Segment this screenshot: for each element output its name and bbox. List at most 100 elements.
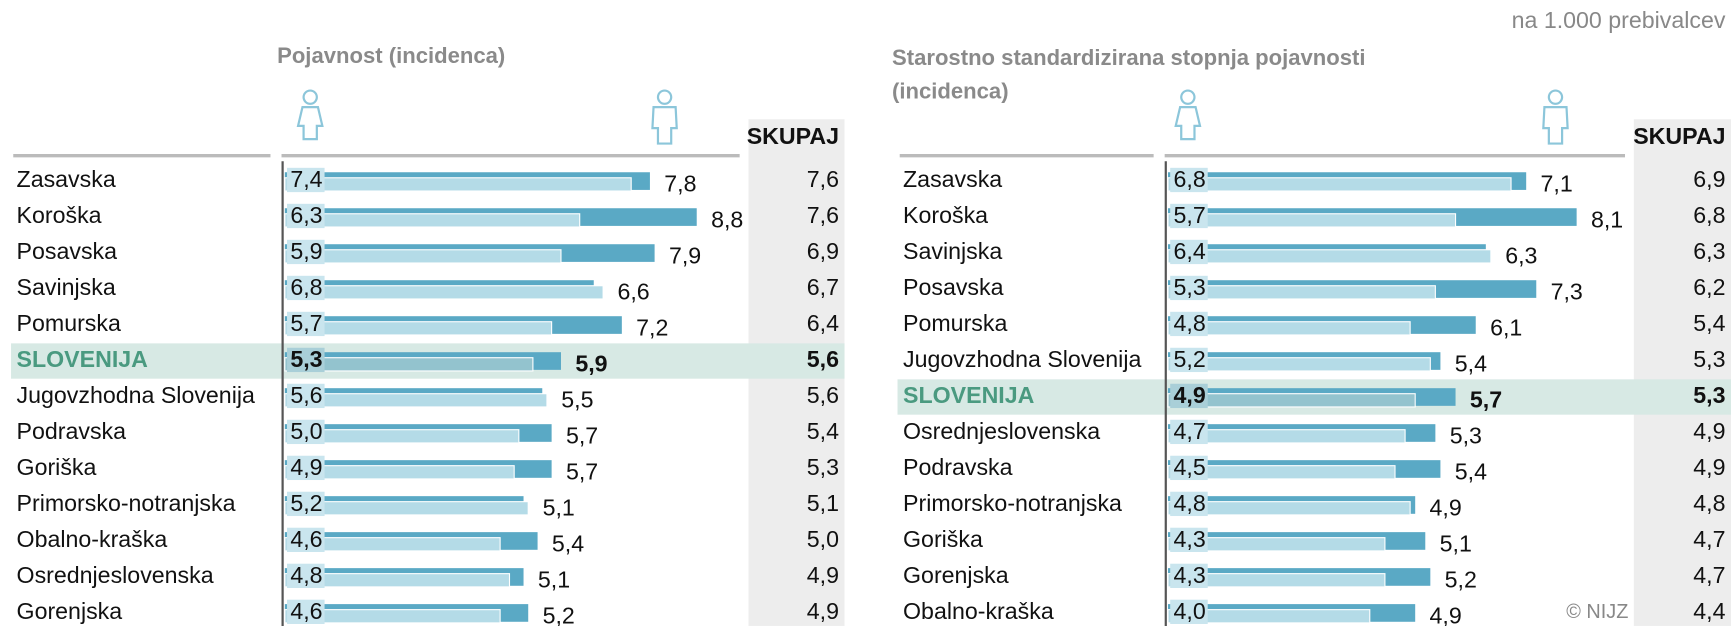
male-value-label: 8,8	[711, 207, 743, 233]
unit-note: na 1.000 prebivalcev	[1512, 7, 1726, 33]
total-value: 4,7	[1693, 562, 1725, 588]
total-value: 5,4	[807, 418, 839, 444]
total-value: 4,9	[1693, 418, 1725, 444]
female-value-label: 4,9	[290, 454, 322, 480]
male-value-label: 5,3	[1450, 423, 1482, 449]
icon-body	[296, 106, 324, 141]
female-value-label: 4,7	[1174, 418, 1206, 444]
total-value: 4,8	[1693, 490, 1725, 516]
female-value-label: 5,3	[290, 346, 322, 372]
male-value-label: 6,6	[617, 279, 649, 305]
total-value: 7,6	[807, 202, 839, 228]
female-bar	[1167, 465, 1396, 480]
female-bar	[1167, 393, 1416, 408]
female-value-label: 5,7	[1174, 202, 1206, 228]
female-label-bg	[1170, 527, 1208, 553]
female-bar	[284, 573, 511, 588]
category-label: Koroška	[17, 202, 102, 228]
total-value: 6,9	[807, 238, 839, 264]
female-value-label: 5,9	[290, 238, 322, 264]
category-label: SLOVENIJA	[903, 382, 1035, 408]
female-value-label: 7,4	[290, 166, 322, 192]
title-box: Starostno standardizirana stopnja pojavn…	[891, 46, 1366, 104]
female-bar	[284, 393, 548, 408]
category-label: Podravska	[17, 418, 127, 444]
icon-body	[1542, 106, 1569, 145]
female-value-label: 4,8	[290, 562, 322, 588]
female-label-bg	[1170, 275, 1208, 301]
female-label-bg	[287, 599, 325, 624]
female-label-bg	[1170, 203, 1208, 229]
female-bar	[284, 285, 604, 300]
total-value: 6,9	[1693, 166, 1725, 192]
total-value: 5,0	[807, 526, 839, 552]
total-value: 4,4	[1693, 598, 1725, 624]
male-icon	[651, 89, 678, 145]
female-value-label: 4,9	[1174, 382, 1206, 408]
total-value: 6,3	[1693, 238, 1725, 264]
icon-head	[656, 89, 673, 105]
female-bar	[1167, 609, 1371, 624]
total-value: 5,6	[807, 346, 839, 372]
category-label: Obalno-kraška	[17, 526, 168, 552]
female-value-label: 5,3	[1174, 274, 1206, 300]
male-value-label: 5,4	[1455, 459, 1487, 485]
total-column-bg	[1633, 119, 1731, 626]
total-value: 4,9	[807, 562, 839, 588]
male-value-label: 5,2	[543, 602, 575, 626]
total-value: 4,7	[1693, 526, 1725, 552]
male-value-label: 6,3	[1505, 243, 1537, 269]
female-bar	[284, 357, 534, 372]
title-box: Pojavnost (incidenca)	[277, 44, 506, 69]
female-label-bg	[1170, 347, 1208, 373]
female-value-label: 4,0	[1174, 598, 1206, 624]
icon-head	[1547, 89, 1564, 105]
icon-body	[1174, 106, 1202, 141]
female-label-bg	[287, 563, 325, 588]
male-value-label: 7,9	[669, 243, 701, 269]
female-label-bg	[287, 419, 325, 445]
male-value-label: 5,7	[566, 423, 598, 449]
category-label: Gorenjska	[17, 598, 123, 624]
category-label: Koroška	[903, 202, 988, 228]
category-label: Pomurska	[17, 310, 121, 336]
credit: © NIJZ	[1566, 601, 1628, 623]
male-value-label: 5,7	[566, 459, 598, 485]
female-bar	[1167, 537, 1386, 552]
female-value-label: 5,2	[1174, 346, 1206, 372]
female-bar	[284, 213, 581, 228]
total-header: SKUPAJ	[1633, 123, 1725, 149]
female-value-label: 5,2	[290, 490, 322, 516]
category-label: Zasavska	[17, 166, 116, 192]
female-icon	[296, 89, 324, 141]
female-bar	[284, 501, 529, 516]
category-label: Podravska	[903, 454, 1013, 480]
category-label: Pomurska	[903, 310, 1007, 336]
female-label-bg	[1170, 419, 1208, 445]
male-value-label: 5,1	[1440, 531, 1472, 557]
female-value-label: 6,8	[1174, 166, 1206, 192]
category-label: Savinjska	[903, 238, 1002, 264]
chart-title: Pojavnost (incidenca)	[277, 44, 506, 69]
male-value-label: 5,9	[575, 351, 607, 377]
chart-title: Starostno standardizirana stopnja pojavn…	[891, 46, 1366, 104]
category-label: Goriška	[903, 526, 983, 552]
female-label-bg	[287, 311, 325, 337]
female-label-bg	[1170, 599, 1208, 624]
female-icon	[1174, 89, 1202, 141]
male-icon	[1542, 89, 1569, 145]
female-value-label: 5,0	[290, 418, 322, 444]
female-value-label: 4,8	[1174, 310, 1206, 336]
female-bar	[284, 321, 553, 336]
female-bar	[284, 429, 520, 444]
total-value: 6,2	[1693, 274, 1725, 300]
female-label-bg	[287, 167, 325, 193]
female-label-bg	[1170, 239, 1208, 265]
total-value: 6,8	[1693, 202, 1725, 228]
female-bar	[1167, 429, 1406, 444]
female-value-label: 4,5	[1174, 454, 1206, 480]
female-label-bg	[1170, 563, 1208, 588]
total-value: 7,6	[807, 166, 839, 192]
female-bar	[1167, 321, 1411, 336]
